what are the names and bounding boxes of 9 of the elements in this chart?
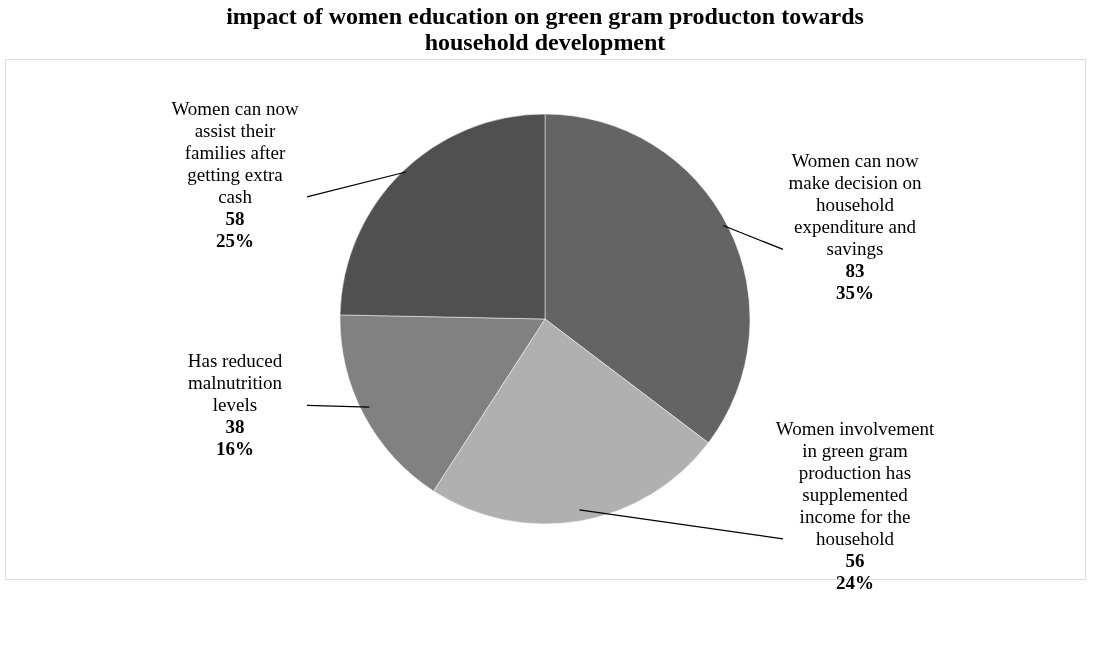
slice-label: Has reduced malnutrition levels [187, 350, 283, 416]
slice-label: Women can now make decision on household expenditure and savings [788, 150, 922, 260]
slice-label: Women can now assist their families after getting extra cash [171, 97, 299, 207]
chart-title: impact of women education on green gram producton towards household development [226, 3, 864, 55]
slice-label: Women involvement in green gram production has supplemented income for the household [775, 417, 935, 549]
data-label: 83 35% [836, 260, 874, 304]
data-label: 38 16% [216, 416, 254, 460]
data-label: 56 24% [836, 549, 874, 593]
data-label: 58 25% [216, 207, 254, 251]
